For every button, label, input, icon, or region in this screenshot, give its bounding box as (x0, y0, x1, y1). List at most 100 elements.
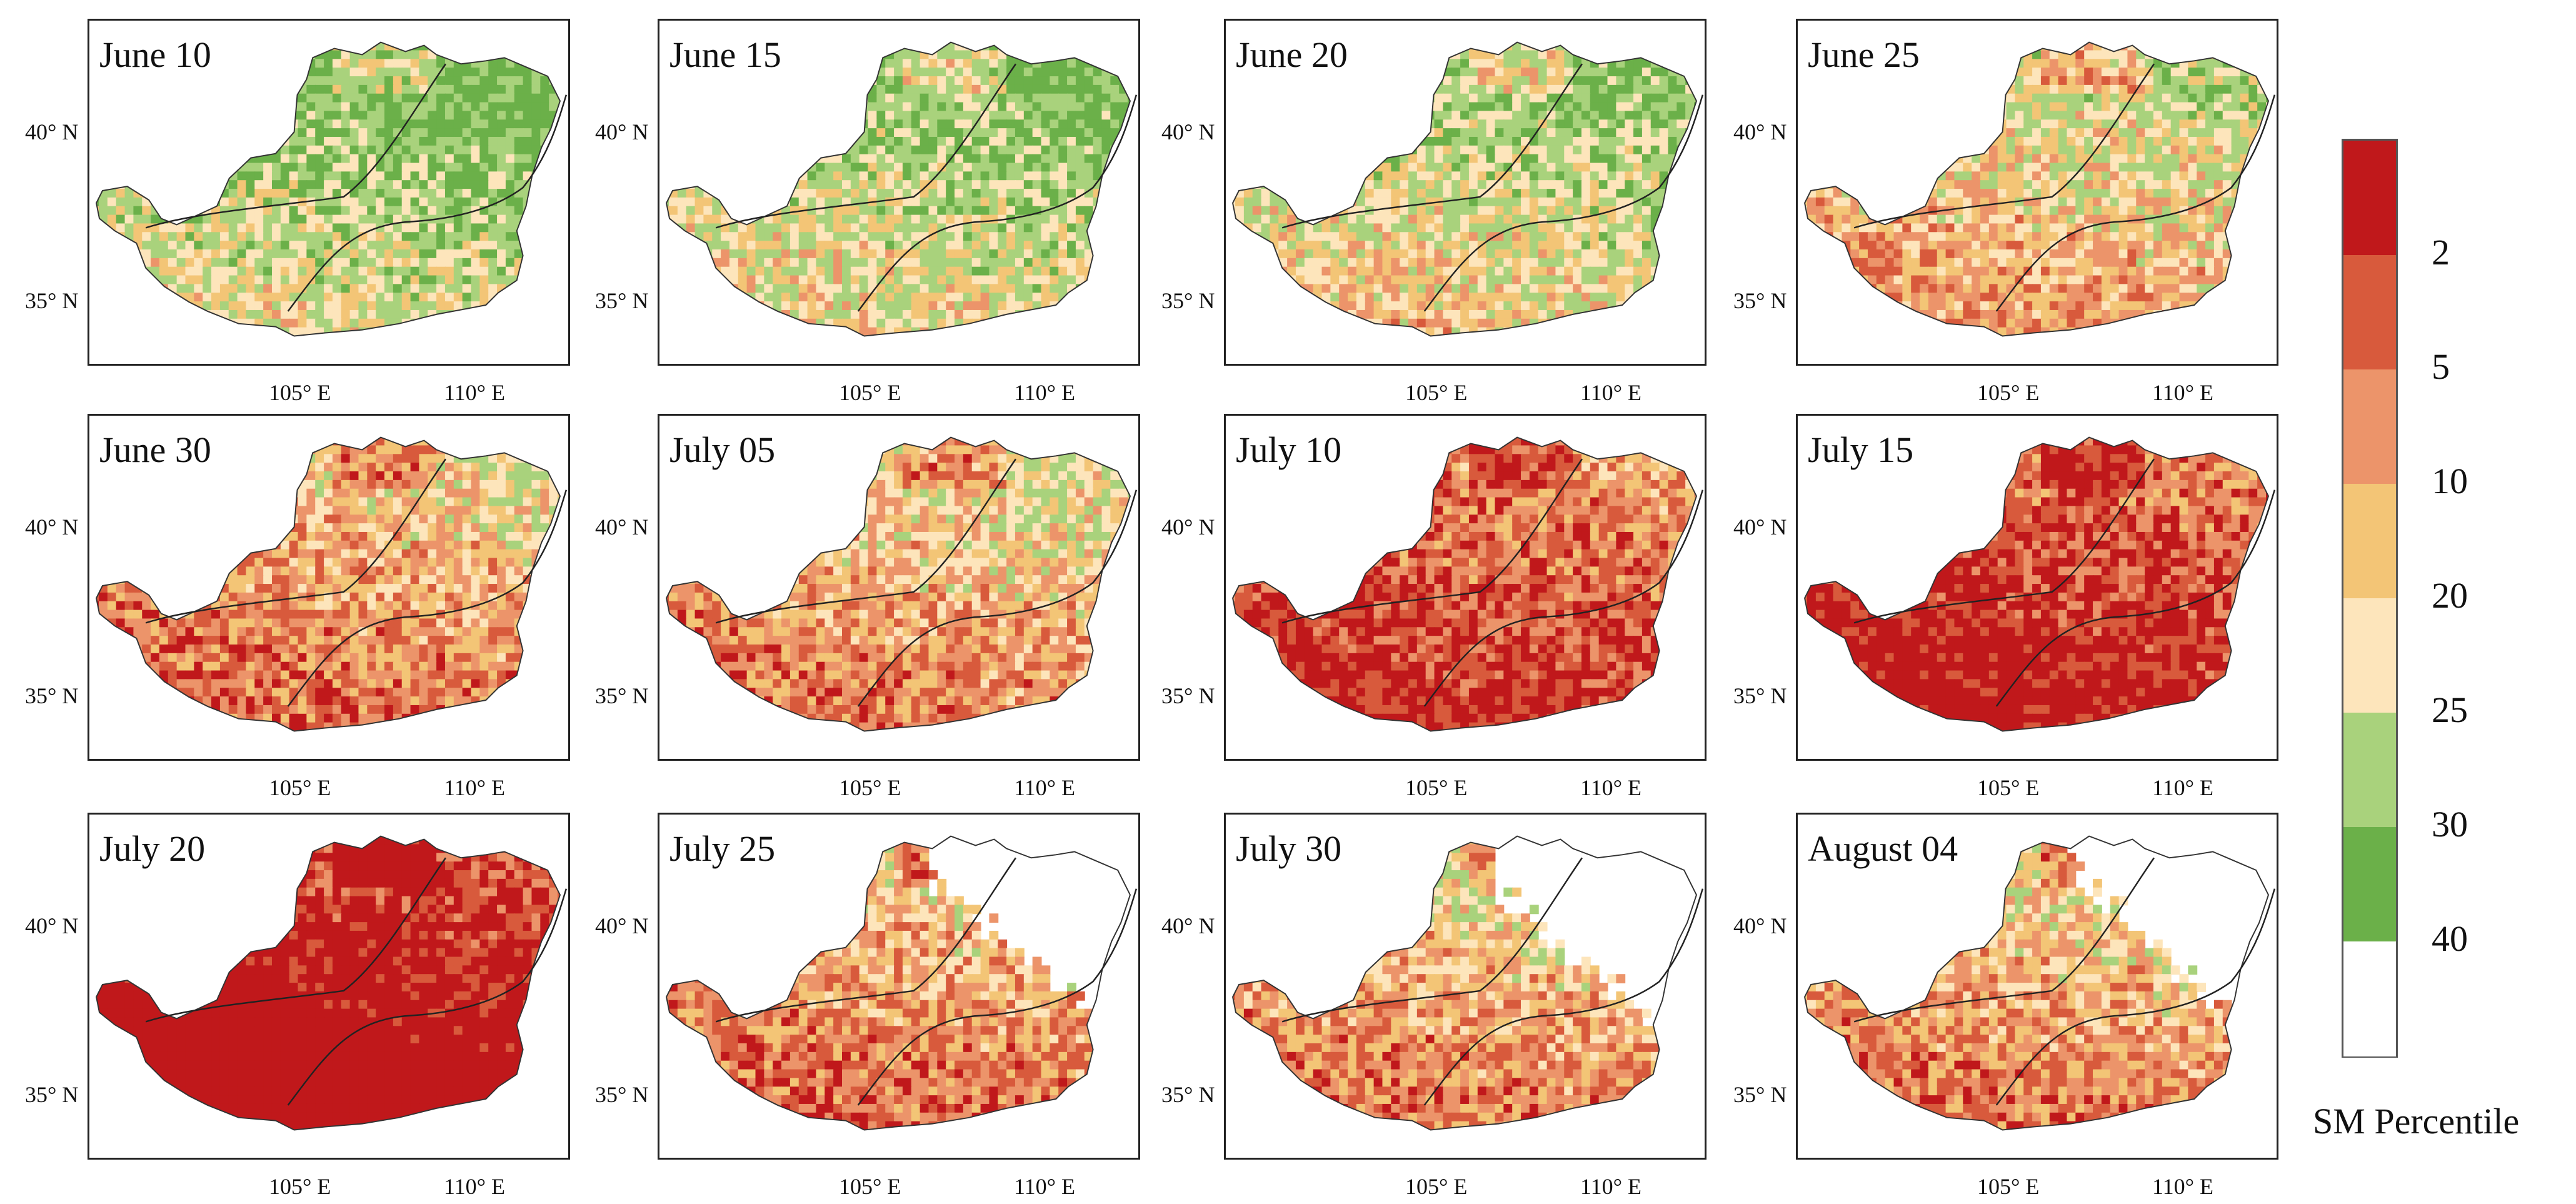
colorbar-tick-label: 5 (2432, 349, 2450, 385)
latitude-label: 40° N (1161, 514, 1215, 540)
soil-moisture-map (666, 41, 1138, 337)
subregion-boundary-line (287, 94, 568, 312)
latitude-label: 35° N (25, 1081, 78, 1108)
latitude-label: 40° N (1733, 913, 1787, 939)
latitude-label: 40° N (25, 119, 78, 145)
subregion-boundary-line (857, 489, 1138, 707)
panel-date-label: June 30 (99, 432, 211, 468)
colorbar-swatch (2343, 369, 2396, 484)
subregion-boundary-line (145, 63, 446, 229)
soil-moisture-map (96, 835, 568, 1131)
map-panel: July 15 (1796, 414, 2278, 761)
subregion-boundary-line (1281, 458, 1583, 624)
sm-percentile-field (666, 437, 1130, 731)
subregion-boundary-line (287, 888, 568, 1106)
sm-percentile-field (1233, 42, 1696, 336)
latitude-label: 40° N (595, 514, 648, 540)
longitude-label: 105° E (1977, 379, 2039, 406)
latitude-label: 35° N (595, 1081, 648, 1108)
longitude-label: 105° E (839, 775, 901, 801)
subregion-boundary-line (715, 857, 1016, 1023)
map-panel: August 04 (1796, 813, 2278, 1160)
region-boundary (666, 835, 1131, 1131)
latitude-label: 35° N (595, 683, 648, 709)
soil-moisture-map (1232, 835, 1704, 1131)
region-boundary (1232, 436, 1698, 732)
map-panel: June 10 (88, 19, 570, 366)
panel-date-label: August 04 (1808, 831, 1958, 867)
subregion-boundary-line (715, 458, 1016, 624)
map-panel: July 20 (88, 813, 570, 1160)
region-boundary (1232, 835, 1698, 1131)
colorbar-swatch (2343, 255, 2396, 370)
longitude-label: 110° E (1014, 1173, 1075, 1200)
longitude-label: 105° E (1405, 1173, 1467, 1200)
latitude-label: 35° N (1733, 1081, 1787, 1108)
longitude-label: 110° E (1580, 1173, 1641, 1200)
latitude-label: 40° N (25, 514, 78, 540)
soil-moisture-map (1804, 835, 2276, 1131)
subregion-boundary-line (857, 94, 1138, 312)
longitude-label: 110° E (1014, 379, 1075, 406)
soil-moisture-map (96, 41, 568, 337)
colorbar-swatch (2343, 713, 2396, 828)
region-boundary (1804, 41, 2270, 337)
subregion-boundary-line (145, 857, 446, 1023)
panel-date-label: July 10 (1236, 432, 1341, 468)
longitude-label: 105° E (1977, 775, 2039, 801)
longitude-label: 110° E (2152, 775, 2213, 801)
soil-moisture-map (1232, 436, 1704, 732)
latitude-label: 40° N (595, 913, 648, 939)
longitude-label: 105° E (269, 1173, 331, 1200)
longitude-label: 105° E (839, 379, 901, 406)
sm-percentile-field (1233, 437, 1696, 731)
map-panel: June 20 (1224, 19, 1706, 366)
longitude-label: 105° E (269, 775, 331, 801)
subregion-boundary-line (1423, 94, 1704, 312)
colorbar-swatch (2343, 941, 2396, 1056)
colorbar-tick-label: 2 (2432, 234, 2450, 271)
subregion-boundary-line (1995, 94, 2276, 312)
subregion-boundary-line (1995, 888, 2276, 1106)
soil-moisture-map (666, 835, 1138, 1131)
panel-date-label: June 10 (99, 37, 211, 73)
latitude-label: 35° N (1733, 683, 1787, 709)
subregion-boundary-line (1853, 63, 2155, 229)
sm-percentile-field (1233, 836, 1696, 1130)
subregion-boundary-line (1281, 857, 1583, 1023)
subregion-boundary-line (1995, 489, 2276, 707)
latitude-label: 40° N (1161, 913, 1215, 939)
latitude-label: 35° N (1161, 1081, 1215, 1108)
sm-percentile-field (666, 836, 1130, 1130)
sm-percentile-field (96, 836, 560, 1130)
panel-date-label: June 25 (1808, 37, 1920, 73)
colorbar-title: SM Percentile (2313, 1100, 2519, 1142)
map-panel: July 05 (658, 414, 1140, 761)
colorbar-tick-label: 40 (2432, 921, 2468, 957)
soil-moisture-map (96, 436, 568, 732)
latitude-label: 40° N (1733, 514, 1787, 540)
sm-percentile-field (1805, 437, 2268, 731)
longitude-label: 110° E (1014, 775, 1075, 801)
subregion-boundary-line (1423, 888, 1704, 1106)
sm-percentile-field (96, 437, 560, 731)
map-panel: July 30 (1224, 813, 1706, 1160)
colorbar-swatch (2343, 598, 2396, 713)
panel-date-label: June 20 (1236, 37, 1348, 73)
subregion-boundary-line (287, 489, 568, 707)
colorbar-tick-label: 25 (2432, 692, 2468, 728)
sm-percentile-field (96, 42, 560, 336)
subregion-boundary-line (1423, 489, 1704, 707)
panel-date-label: July 05 (669, 432, 775, 468)
colorbar-tick-label: 30 (2432, 806, 2468, 843)
subregion-boundary-line (715, 63, 1016, 229)
longitude-label: 110° E (444, 775, 505, 801)
subregion-boundary-line (857, 888, 1138, 1106)
soil-moisture-map (1232, 41, 1704, 337)
region-boundary (96, 436, 561, 732)
latitude-label: 35° N (25, 683, 78, 709)
panel-date-label: July 25 (669, 831, 775, 867)
latitude-label: 35° N (1161, 683, 1215, 709)
sm-percentile-field (1805, 836, 2268, 1130)
longitude-label: 110° E (444, 1173, 505, 1200)
